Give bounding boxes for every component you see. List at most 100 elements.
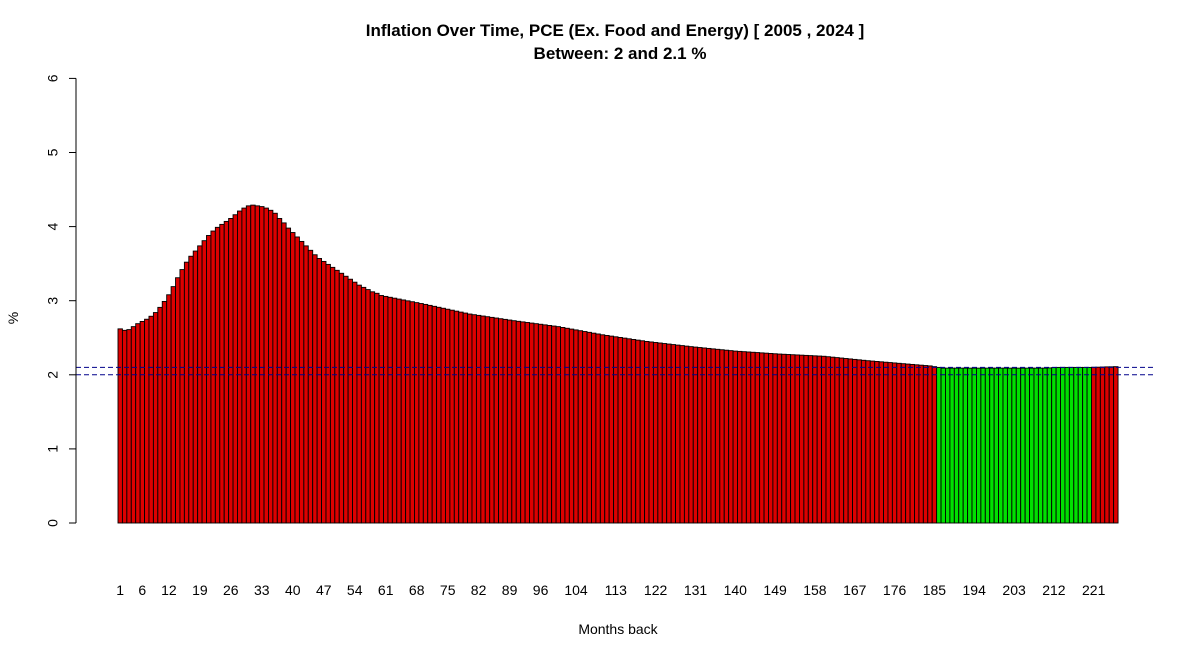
x-axis-label: Months back	[578, 621, 658, 637]
bar	[825, 356, 831, 524]
bar	[829, 356, 836, 524]
bar	[807, 355, 814, 524]
bar	[188, 255, 194, 524]
bar	[891, 362, 898, 524]
bar	[325, 263, 331, 524]
bar	[608, 335, 615, 524]
y-tick-label: 0	[45, 519, 61, 527]
bar	[834, 357, 840, 524]
bar	[250, 204, 256, 524]
bar	[745, 351, 752, 524]
bar	[953, 367, 960, 524]
bar	[812, 355, 818, 524]
bar	[307, 249, 314, 524]
bar	[321, 260, 327, 524]
reference-lines	[76, 366, 1156, 376]
bar	[993, 367, 1000, 524]
bar	[936, 366, 942, 524]
bar	[595, 333, 601, 524]
bar	[971, 367, 977, 524]
bar	[989, 367, 995, 524]
bar	[529, 322, 535, 524]
bar	[338, 272, 345, 524]
bar	[577, 330, 584, 524]
bar	[869, 360, 876, 524]
x-tick-label: 75	[440, 582, 456, 598]
bar	[467, 313, 473, 524]
bar	[356, 284, 362, 524]
bar	[533, 323, 539, 524]
bar	[728, 350, 734, 524]
x-tick-label: 40	[285, 582, 301, 598]
bar	[860, 359, 867, 524]
bar	[750, 351, 756, 524]
bar	[290, 232, 296, 524]
bar	[644, 341, 650, 524]
x-tick-label: 104	[564, 582, 588, 598]
bar	[489, 316, 495, 524]
bar	[542, 324, 548, 524]
bar	[1060, 366, 1066, 524]
bar	[754, 352, 761, 524]
bar	[1051, 367, 1057, 524]
bar	[675, 344, 681, 524]
x-tick-label: 1	[116, 582, 124, 598]
bar	[560, 327, 566, 524]
y-tick-label: 2	[45, 371, 61, 379]
bar	[453, 310, 460, 524]
bar	[520, 321, 526, 524]
bar	[909, 363, 915, 524]
x-tick-label: 149	[763, 582, 787, 598]
bar	[1024, 367, 1031, 524]
bar	[976, 367, 982, 524]
bar	[223, 220, 230, 524]
bar	[170, 286, 176, 524]
bar	[896, 362, 902, 524]
bar	[537, 323, 544, 524]
bar	[843, 358, 849, 524]
x-tick-label: 89	[502, 582, 518, 598]
bar	[639, 340, 646, 524]
bar	[334, 269, 340, 524]
bar	[931, 366, 938, 524]
bar	[1086, 366, 1092, 524]
bar	[480, 315, 486, 524]
bar	[506, 319, 513, 524]
bar	[409, 301, 415, 524]
bar	[759, 352, 765, 524]
bar	[622, 337, 628, 524]
x-tick-label: 194	[963, 582, 987, 598]
bar	[551, 325, 557, 524]
bar	[241, 207, 247, 524]
bar	[790, 354, 796, 524]
bar	[400, 299, 407, 524]
bar	[1068, 366, 1075, 524]
bar	[294, 236, 300, 524]
x-tick-label: 185	[923, 582, 947, 598]
bar	[210, 230, 216, 524]
bar	[175, 277, 181, 524]
bar	[352, 281, 358, 524]
bar	[276, 217, 283, 524]
bar	[803, 354, 809, 524]
bar	[1015, 367, 1022, 524]
bar	[816, 355, 823, 524]
bar	[856, 359, 862, 524]
bar	[847, 358, 854, 524]
bar	[568, 328, 575, 524]
bar	[763, 352, 769, 524]
bar	[192, 250, 199, 524]
bar	[493, 317, 500, 524]
bar	[515, 320, 522, 524]
y-tick-label: 5	[45, 148, 61, 156]
bar	[1046, 367, 1053, 524]
bar	[511, 320, 517, 524]
bar	[201, 240, 207, 524]
bar	[126, 329, 132, 524]
x-tick-label: 176	[883, 582, 907, 598]
bar	[1082, 366, 1088, 524]
bar	[697, 347, 703, 524]
bar	[683, 345, 690, 524]
bar	[427, 304, 433, 524]
bar	[1104, 366, 1110, 524]
